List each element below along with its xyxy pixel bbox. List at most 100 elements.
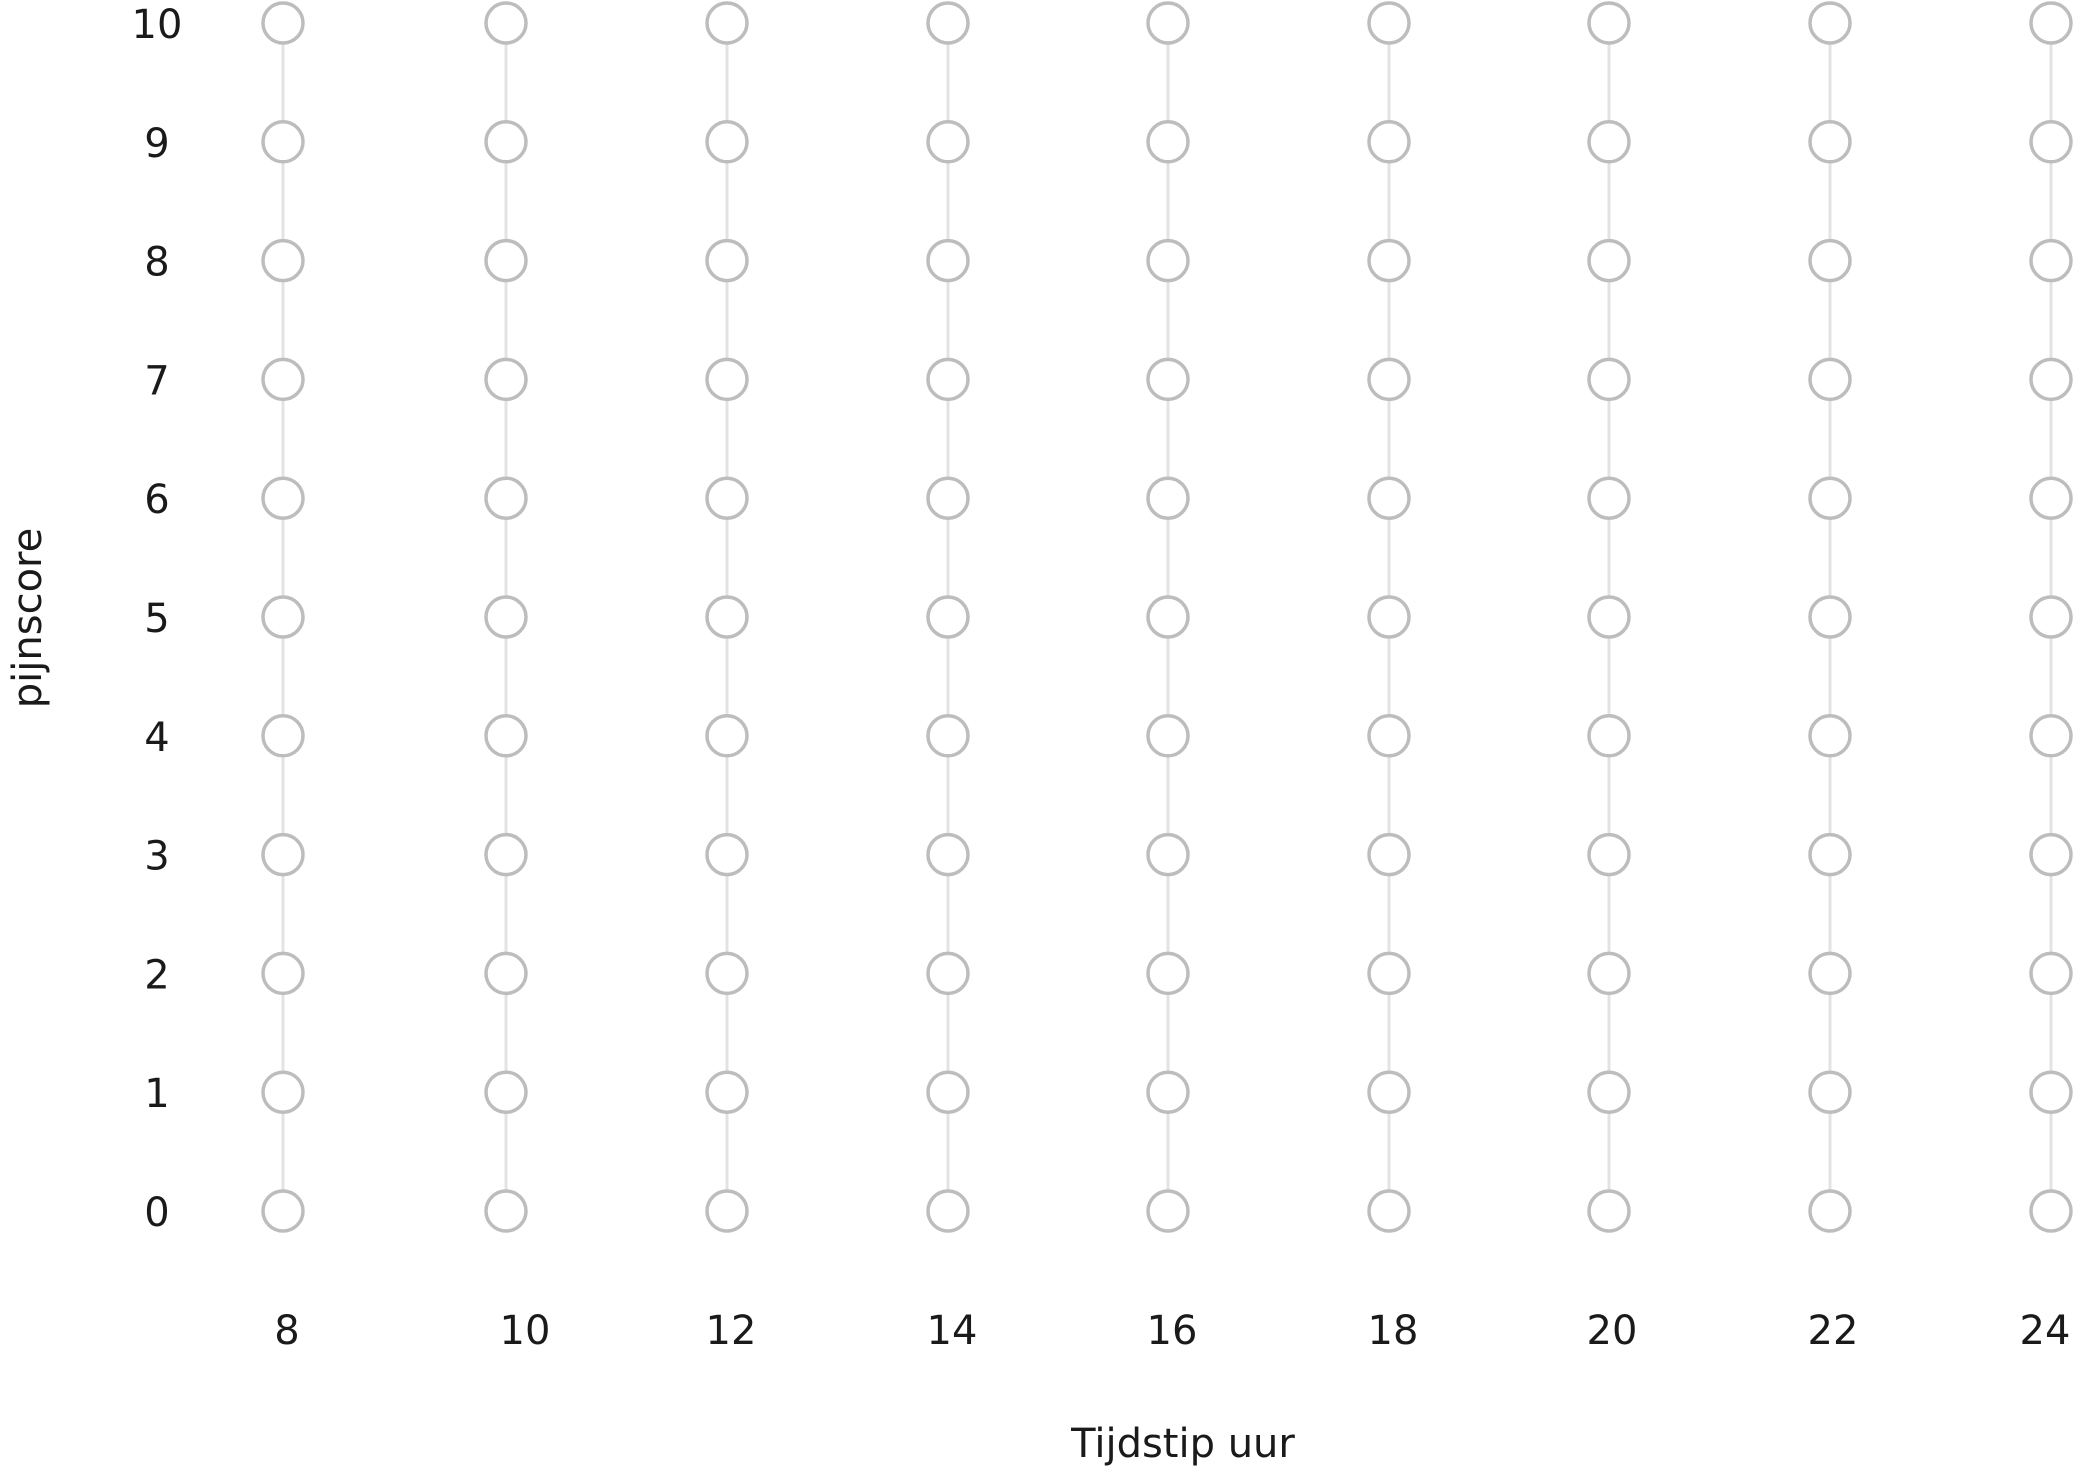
score-option[interactable] (705, 1189, 749, 1233)
score-option[interactable] (1587, 595, 1631, 639)
score-option[interactable] (2029, 238, 2073, 283)
score-option[interactable] (1146, 832, 1190, 877)
score-option[interactable] (1587, 476, 1631, 520)
score-option[interactable] (261, 1, 305, 45)
score-option[interactable] (484, 238, 528, 283)
score-option[interactable] (2029, 1070, 2073, 1114)
score-option[interactable] (1808, 357, 1852, 402)
score-option[interactable] (926, 238, 970, 283)
score-option[interactable] (261, 357, 305, 402)
score-option[interactable] (2029, 476, 2073, 520)
score-option[interactable] (1587, 357, 1631, 402)
score-option[interactable] (2029, 120, 2073, 164)
score-option[interactable] (705, 238, 749, 283)
score-option[interactable] (1808, 595, 1852, 639)
score-option[interactable] (484, 832, 528, 877)
score-option[interactable] (1367, 595, 1411, 639)
score-option[interactable] (1587, 120, 1631, 164)
score-option[interactable] (1587, 832, 1631, 877)
score-option[interactable] (2029, 595, 2073, 639)
score-option[interactable] (1808, 1, 1852, 45)
score-option[interactable] (1367, 951, 1411, 996)
score-option[interactable] (484, 1070, 528, 1114)
score-option[interactable] (926, 1, 970, 45)
score-option[interactable] (484, 120, 528, 164)
score-option[interactable] (2029, 1, 2073, 45)
score-option[interactable] (1808, 832, 1852, 877)
score-option[interactable] (1808, 714, 1852, 758)
score-option[interactable] (484, 951, 528, 996)
score-option[interactable] (261, 238, 305, 283)
score-option[interactable] (484, 1189, 528, 1233)
score-option[interactable] (484, 714, 528, 758)
score-option[interactable] (1367, 476, 1411, 520)
score-option[interactable] (926, 1189, 970, 1233)
score-option[interactable] (705, 714, 749, 758)
score-option[interactable] (1146, 1189, 1190, 1233)
score-option[interactable] (705, 120, 749, 164)
score-option[interactable] (261, 476, 305, 520)
score-option[interactable] (926, 595, 970, 639)
score-option[interactable] (926, 832, 970, 877)
score-option[interactable] (1146, 951, 1190, 996)
score-option[interactable] (261, 1189, 305, 1233)
score-option[interactable] (261, 714, 305, 758)
score-option[interactable] (1367, 120, 1411, 164)
score-option[interactable] (1808, 120, 1852, 164)
score-option[interactable] (261, 832, 305, 877)
score-option[interactable] (926, 1070, 970, 1114)
score-option[interactable] (1367, 832, 1411, 877)
score-option[interactable] (2029, 714, 2073, 758)
score-option[interactable] (926, 120, 970, 164)
score-option[interactable] (1808, 238, 1852, 283)
score-option[interactable] (926, 714, 970, 758)
score-option[interactable] (484, 595, 528, 639)
score-option[interactable] (1146, 1, 1190, 45)
score-option[interactable] (261, 595, 305, 639)
score-option[interactable] (2029, 357, 2073, 402)
score-option[interactable] (705, 595, 749, 639)
score-option[interactable] (1367, 1070, 1411, 1114)
score-option[interactable] (261, 951, 305, 996)
score-option[interactable] (1808, 951, 1852, 996)
score-option[interactable] (2029, 832, 2073, 877)
score-option[interactable] (705, 832, 749, 877)
score-option[interactable] (1146, 714, 1190, 758)
score-option[interactable] (1367, 714, 1411, 758)
score-option[interactable] (926, 357, 970, 402)
score-option[interactable] (1587, 951, 1631, 996)
score-option[interactable] (926, 476, 970, 520)
score-option[interactable] (1808, 1070, 1852, 1114)
score-option[interactable] (1808, 1189, 1852, 1233)
score-option[interactable] (705, 1070, 749, 1114)
score-option[interactable] (705, 1, 749, 45)
score-option[interactable] (1146, 357, 1190, 402)
score-option[interactable] (261, 1070, 305, 1114)
score-option[interactable] (1587, 1, 1631, 45)
score-option[interactable] (2029, 951, 2073, 996)
score-option[interactable] (484, 476, 528, 520)
score-option[interactable] (1146, 120, 1190, 164)
score-option[interactable] (484, 1, 528, 45)
score-option[interactable] (1367, 238, 1411, 283)
score-option[interactable] (926, 951, 970, 996)
score-option[interactable] (705, 357, 749, 402)
y-tick-label: 5 (144, 596, 169, 642)
score-option[interactable] (261, 120, 305, 164)
score-option[interactable] (1146, 1070, 1190, 1114)
score-option[interactable] (1146, 595, 1190, 639)
score-option[interactable] (1367, 357, 1411, 402)
score-option[interactable] (1146, 476, 1190, 520)
score-option[interactable] (1146, 238, 1190, 283)
score-option[interactable] (1587, 1189, 1631, 1233)
score-option[interactable] (2029, 1189, 2073, 1233)
score-option[interactable] (705, 476, 749, 520)
score-option[interactable] (705, 951, 749, 996)
score-option[interactable] (1587, 238, 1631, 283)
score-option[interactable] (1587, 1070, 1631, 1114)
score-option[interactable] (1367, 1, 1411, 45)
score-option[interactable] (1367, 1189, 1411, 1233)
score-option[interactable] (1587, 714, 1631, 758)
score-option[interactable] (484, 357, 528, 402)
score-option[interactable] (1808, 476, 1852, 520)
